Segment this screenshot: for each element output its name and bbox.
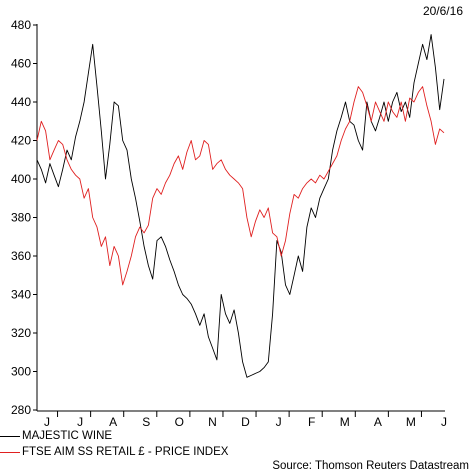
x-tick-label: M <box>406 415 416 429</box>
y-tick-label: 380 <box>11 211 31 225</box>
x-tick-label: J <box>77 415 83 429</box>
y-tick-label: 460 <box>11 57 31 71</box>
y-tick-label: 340 <box>11 288 31 302</box>
x-tick-label: S <box>142 415 150 429</box>
x-tick-label: J <box>441 415 447 429</box>
y-tick-label: 300 <box>11 365 31 379</box>
legend-swatch-ftse-aim <box>0 452 20 453</box>
legend-label-majestic-wine: MAJESTIC WINE <box>22 430 113 442</box>
y-axis: 280 300 320 340 360 380 400 420 440 460 480 <box>11 18 38 417</box>
x-tick-label: A <box>374 415 382 429</box>
x-tick-label: D <box>241 415 250 429</box>
y-tick-label: 360 <box>11 249 31 263</box>
series-line-majestic-wine <box>36 34 445 378</box>
x-tick-label: A <box>109 415 117 429</box>
x-tick-label: M <box>340 415 350 429</box>
y-tick-label: 280 <box>11 403 31 417</box>
source-note: Source: Thomson Reuters Datastream <box>272 460 469 472</box>
y-tick-label: 440 <box>11 95 31 109</box>
legend-label-ftse-aim: FTSE AIM SS RETAIL £ - PRICE INDEX <box>22 446 229 458</box>
y-tick-label: 320 <box>11 326 31 340</box>
x-tick-label: N <box>208 415 217 429</box>
x-tick-label: J <box>44 415 50 429</box>
y-tick-label: 480 <box>11 18 31 32</box>
x-tick-label: J <box>276 415 282 429</box>
y-tick-label: 420 <box>11 134 31 148</box>
legend-swatch-majestic-wine <box>0 436 20 437</box>
x-tick-label: O <box>175 415 184 429</box>
x-tick-label: F <box>308 415 315 429</box>
chart-date: 20/6/16 <box>422 4 463 18</box>
y-tick-label: 400 <box>11 172 31 186</box>
series-layer <box>36 34 445 378</box>
series-line-ftse-aim-ss-retail <box>36 86 445 286</box>
